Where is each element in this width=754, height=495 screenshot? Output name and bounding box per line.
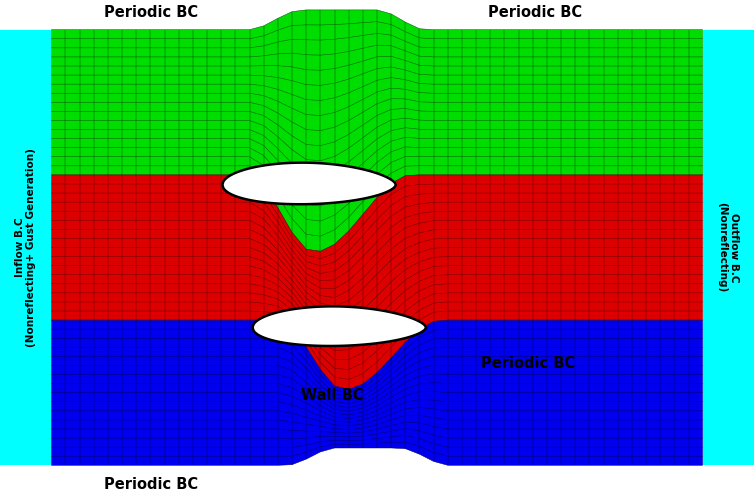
Text: Outflow B.C
(Nonreflecting): Outflow B.C (Nonreflecting) (718, 202, 739, 293)
Text: Wall BC: Wall BC (301, 389, 363, 403)
Polygon shape (51, 10, 703, 251)
Text: Periodic BC: Periodic BC (104, 477, 198, 492)
Polygon shape (51, 320, 703, 465)
Polygon shape (222, 163, 396, 204)
Bar (703, 30, 754, 465)
Text: Periodic BC: Periodic BC (104, 5, 198, 20)
Polygon shape (51, 175, 703, 389)
Bar (0, 30, 51, 465)
Text: Periodic BC: Periodic BC (489, 5, 582, 20)
Polygon shape (253, 306, 426, 346)
Text: Periodic BC: Periodic BC (481, 356, 575, 371)
Text: Inflow B.C
(Nonreflecting+ Gust Generation): Inflow B.C (Nonreflecting+ Gust Generati… (15, 148, 36, 347)
